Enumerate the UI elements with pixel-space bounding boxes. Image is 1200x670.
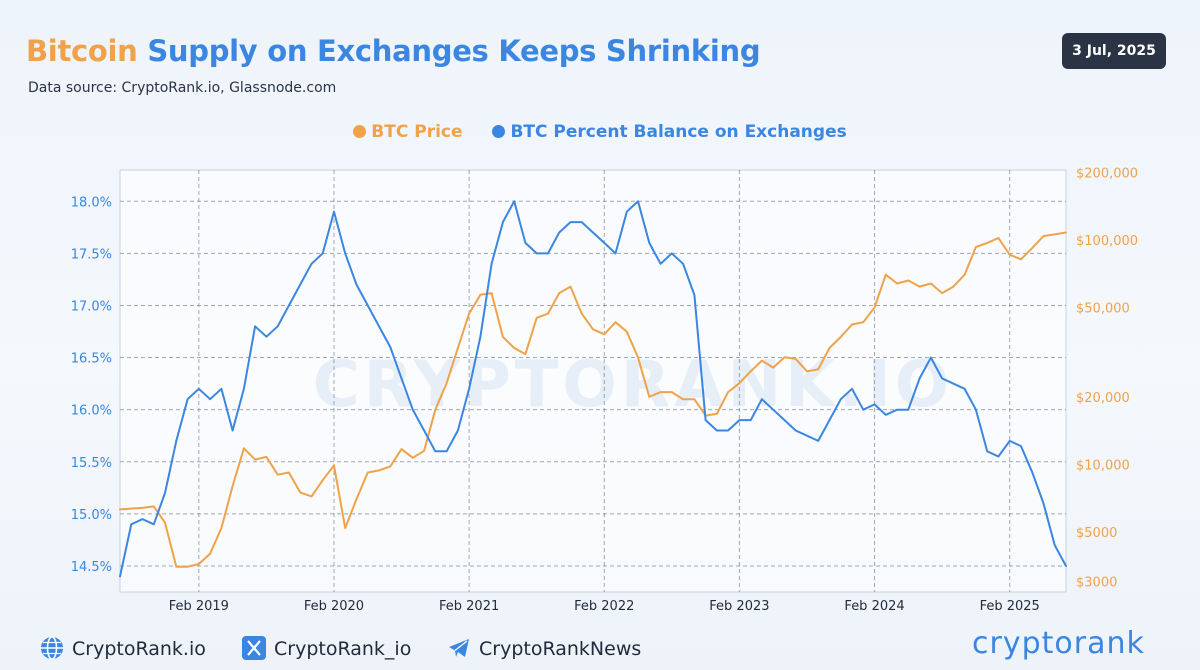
globe-icon [40, 636, 64, 665]
x-tick-label: Feb 2020 [304, 599, 364, 614]
chart-title: Bitcoin Supply on Exchanges Keeps Shrink… [26, 34, 761, 68]
right-tick-label: $200,000 [1076, 166, 1138, 181]
footer-website[interactable]: CryptoRank.io [40, 636, 206, 665]
telegram-icon [447, 636, 471, 665]
x-tick-label: Feb 2022 [574, 599, 634, 614]
left-tick-label: 15.5% [71, 456, 112, 471]
left-tick-label: 16.5% [71, 352, 112, 367]
x-tick-label: Feb 2021 [439, 599, 499, 614]
legend-label-btc-price: BTC Price [371, 122, 463, 142]
legend-label-exchange-balance: BTC Percent Balance on Exchanges [510, 122, 847, 142]
date-badge: 3 Jul, 2025 [1062, 33, 1166, 69]
data-source: Data source: CryptoRank.io, Glassnode.co… [28, 80, 337, 96]
footer-twitter-label: CryptoRank_io [274, 638, 412, 660]
right-tick-label: $5000 [1076, 526, 1117, 541]
chart-legend: BTC Price BTC Percent Balance on Exchang… [0, 122, 1200, 142]
legend-item-exchange-balance: BTC Percent Balance on Exchanges [492, 122, 847, 142]
legend-item-btc-price: BTC Price [353, 122, 463, 142]
left-tick-label: 14.5% [71, 560, 112, 575]
legend-dot-orange [353, 125, 367, 138]
legend-dot-blue [492, 125, 506, 138]
exchange-balance-line [119, 200, 1067, 578]
x-tick-label: Feb 2023 [709, 599, 769, 614]
right-tick-label: $3000 [1076, 576, 1117, 591]
left-tick-label: 15.0% [71, 508, 112, 523]
title-rest: Supply on Exchanges Keeps Shrinking [147, 34, 761, 68]
plot-area [119, 169, 1067, 593]
x-twitter-icon [242, 636, 266, 665]
watermark-text: CRYPTORANK.IO [313, 348, 954, 422]
btc-price-line [119, 231, 1067, 568]
x-tick-label: Feb 2024 [844, 599, 904, 614]
x-tick-label: Feb 2019 [169, 599, 229, 614]
right-tick-label: $10,000 [1076, 458, 1130, 473]
x-tick-label: Feb 2025 [980, 599, 1040, 614]
right-tick-label: $50,000 [1076, 302, 1130, 317]
footer-telegram-label: CryptoRankNews [479, 638, 642, 660]
footer-twitter[interactable]: CryptoRank_io [242, 636, 411, 665]
footer-website-label: CryptoRank.io [72, 638, 206, 660]
brand-logo: cryptorank [972, 626, 1145, 661]
right-tick-label: $100,000 [1076, 234, 1138, 249]
title-bitcoin: Bitcoin [26, 34, 138, 68]
left-tick-label: 18.0% [71, 195, 112, 210]
footer-telegram[interactable]: CryptoRankNews [447, 636, 641, 665]
right-tick-label: $20,000 [1076, 391, 1130, 406]
left-tick-label: 16.0% [71, 404, 112, 419]
left-tick-label: 17.0% [71, 299, 112, 314]
left-tick-label: 17.5% [71, 247, 112, 262]
